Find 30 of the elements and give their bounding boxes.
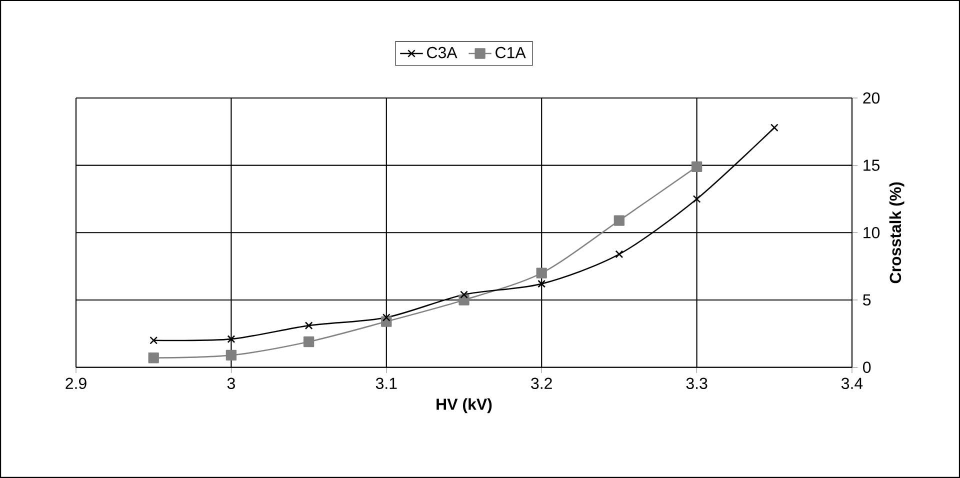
point	[538, 280, 546, 288]
point	[615, 250, 624, 258]
x-tick-label: 3	[227, 378, 235, 390]
x-tick-label: 3.2	[531, 378, 552, 390]
y-tick-label: 10	[864, 226, 880, 238]
point	[614, 215, 625, 226]
point	[460, 290, 468, 299]
point	[148, 352, 159, 364]
y-tick-label: 15	[864, 160, 880, 171]
point	[691, 161, 702, 172]
x-tick-label: 3.1	[376, 378, 397, 390]
legend-label: C1A	[496, 46, 526, 58]
x-axis-title: HV (kV)	[436, 398, 492, 414]
legend-label: C3A	[427, 46, 458, 58]
y-tick-label: 20	[863, 92, 880, 104]
point	[692, 195, 701, 203]
point	[536, 268, 547, 278]
y-axis-title: Crosstalk (%)	[889, 182, 904, 284]
point	[303, 336, 314, 348]
point	[770, 124, 778, 132]
point	[227, 335, 236, 344]
point	[304, 322, 313, 330]
point	[226, 350, 237, 361]
x-tick-label: 3.4	[841, 378, 863, 390]
point	[382, 314, 390, 322]
y-tick-label: 5	[863, 294, 871, 306]
point	[150, 336, 158, 344]
x-tick-label: 3.3	[686, 378, 708, 390]
x-tick-label: 2.9	[66, 378, 86, 390]
y-tick-label: 0	[863, 362, 871, 373]
